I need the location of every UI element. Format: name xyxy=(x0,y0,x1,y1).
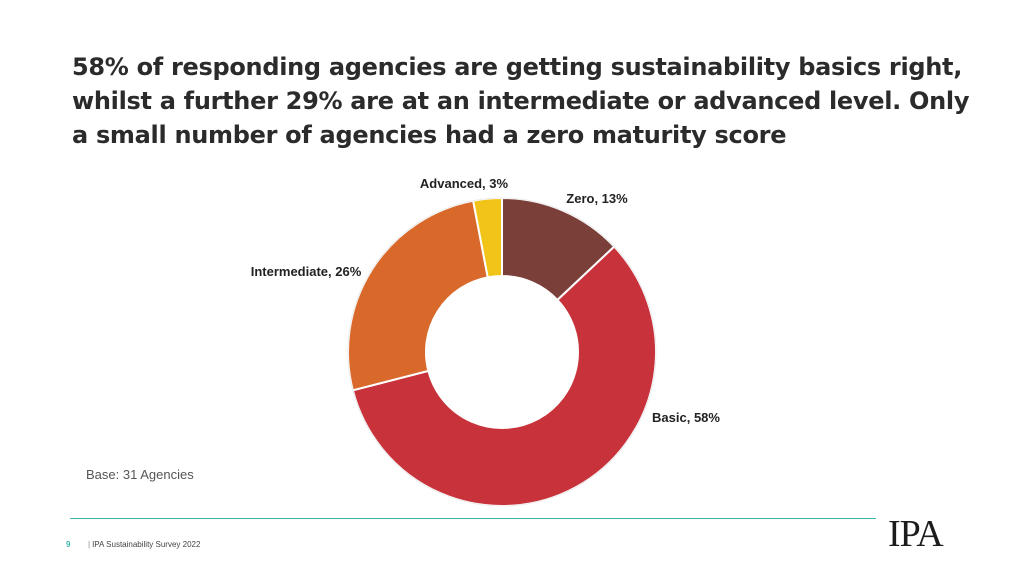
donut-slice-intermediate xyxy=(347,199,489,392)
slice-label-advanced: Advanced, 3% xyxy=(420,176,509,191)
donut-slice-basic xyxy=(351,245,657,507)
slice-label-basic: Basic, 58% xyxy=(652,410,720,425)
page-number: 9 xyxy=(66,540,71,549)
headline-line-1: 58% of responding agencies are getting s… xyxy=(72,53,963,81)
base-note: Base: 31 Agencies xyxy=(86,467,194,482)
headline-line-3: a small number of agencies had a zero ma… xyxy=(72,121,787,149)
headline-line-2: whilst a further 29% are at an intermedi… xyxy=(72,87,970,115)
donut-slice-advanced xyxy=(471,196,503,279)
footer-separator: | xyxy=(88,540,91,549)
footer-divider xyxy=(70,518,876,519)
slice-label-zero: Zero, 13% xyxy=(566,191,628,206)
slice-label-intermediate: Intermediate, 26% xyxy=(251,264,362,279)
ipa-logo: IPA xyxy=(888,513,944,555)
donut-outline xyxy=(347,197,657,507)
headline: 58% of responding agencies are getting s… xyxy=(72,50,970,152)
footer-title: | IPA Sustainability Survey 2022 xyxy=(88,540,200,549)
footer-title-text: IPA Sustainability Survey 2022 xyxy=(92,540,201,549)
